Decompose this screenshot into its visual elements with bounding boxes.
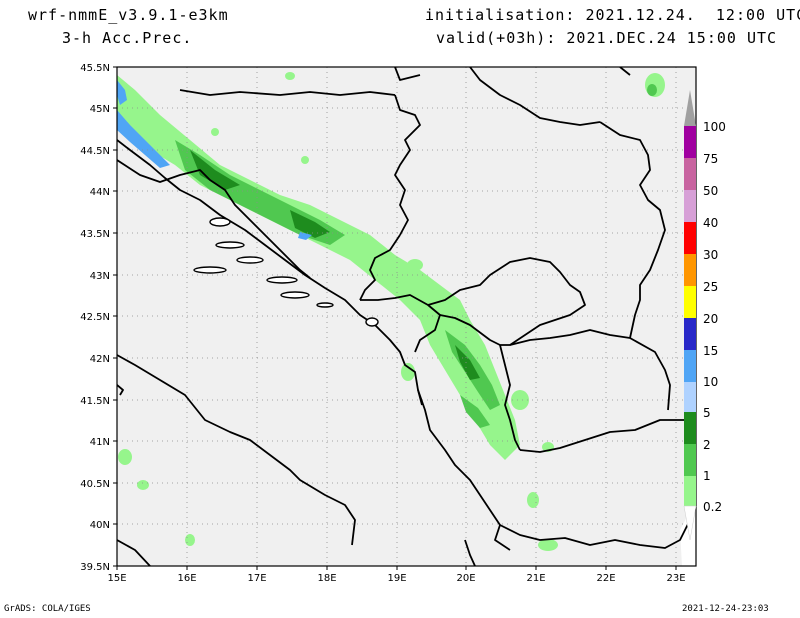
colorbar-label: 2: [703, 438, 711, 452]
colorbar-arrow: [683, 505, 697, 541]
lon-label: 22E: [596, 573, 615, 584]
lat-label: 45N: [90, 104, 110, 115]
colorbar-swatch: [684, 476, 696, 506]
lon-label: 21E: [526, 573, 545, 584]
colorbar-swatch: [684, 444, 696, 476]
colorbar-label: 1: [703, 469, 711, 483]
colorbar-swatch: [684, 350, 696, 382]
colorbar-swatch: [684, 158, 696, 190]
lat-label: 43.5N: [80, 229, 110, 240]
field-name: 3-h Acc.Prec.: [62, 29, 193, 47]
colorbar-label: 15: [703, 344, 718, 358]
colorbar-swatch: [684, 254, 696, 286]
lat-label: 42N: [90, 354, 110, 365]
colorbar-label: 10: [703, 375, 718, 389]
colorbar-swatch: [684, 190, 696, 222]
islands: [193, 217, 379, 327]
colorbar-label: 75: [703, 152, 718, 166]
lat-label: 42.5N: [80, 312, 110, 323]
lat-label: 39.5N: [80, 562, 110, 573]
colorbar-label: 40: [703, 216, 718, 230]
colorbar-label: 0.2: [703, 500, 722, 514]
lon-label: 23E: [666, 573, 685, 584]
colorbar-label: 5: [703, 406, 711, 420]
lat-label: 40.5N: [80, 479, 110, 490]
valid-time: valid(+03h): 2021.DEC.24 15:00 UTC: [436, 29, 778, 47]
footer-timestamp: 2021-12-24-23:03: [682, 604, 769, 614]
model-name: wrf-nmmE_v3.9.1-e3km: [28, 6, 229, 24]
boundaries: [117, 67, 696, 566]
lon-label: 15E: [107, 573, 126, 584]
lat-label: 43N: [90, 271, 110, 282]
colorbar-swatch: [684, 286, 696, 318]
colorbar-label: 25: [703, 280, 718, 294]
precip-areas: [117, 72, 665, 551]
lon-label: 19E: [387, 573, 406, 584]
colorbar-label: 20: [703, 312, 718, 326]
lon-label: 17E: [247, 573, 266, 584]
lat-label: 41N: [90, 437, 110, 448]
colorbar-label: 30: [703, 248, 718, 262]
footer-credit: GrADS: COLA/IGES: [4, 604, 91, 614]
colorbar-arrow: [684, 90, 696, 126]
colorbar-label: 50: [703, 184, 718, 198]
init-time: initialisation: 2021.12.24. 12:00 UTC: [425, 6, 800, 24]
lon-label: 16E: [177, 573, 196, 584]
map-background: [117, 67, 696, 566]
gridlines: [117, 67, 696, 566]
colorbar-swatch: [684, 222, 696, 254]
lat-label: 44N: [90, 187, 110, 198]
colorbar-swatch: [684, 382, 696, 412]
lat-label: 41.5N: [80, 396, 110, 407]
lat-label: 45.5N: [80, 63, 110, 74]
colorbar-swatch: [684, 126, 696, 158]
lat-label: 44.5N: [80, 146, 110, 157]
colorbar-swatch: [684, 318, 696, 350]
colorbar-label: 100: [703, 120, 726, 134]
colorbar: 100 75 50 40 30 25 20 15 10 5 2 1 0.2: [683, 90, 726, 541]
lon-label: 20E: [456, 573, 475, 584]
axis-ticks: [113, 66, 677, 570]
colorbar-swatch: [684, 412, 696, 444]
lon-label: 18E: [317, 573, 336, 584]
lat-label: 40N: [90, 520, 110, 531]
